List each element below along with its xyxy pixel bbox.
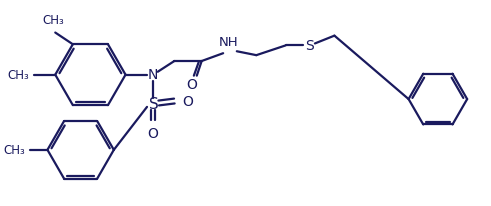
Text: S: S [149, 97, 159, 112]
Text: CH₃: CH₃ [42, 14, 64, 27]
Text: CH₃: CH₃ [3, 144, 25, 157]
Text: CH₃: CH₃ [7, 69, 29, 82]
Text: NH: NH [219, 36, 239, 49]
Text: S: S [304, 39, 313, 53]
Text: O: O [187, 78, 197, 92]
Text: O: O [147, 127, 158, 141]
Text: N: N [148, 67, 158, 81]
Text: O: O [182, 95, 193, 109]
